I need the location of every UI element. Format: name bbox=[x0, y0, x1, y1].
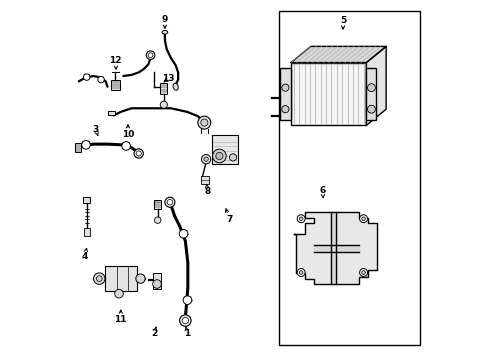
Circle shape bbox=[182, 318, 188, 324]
Circle shape bbox=[183, 296, 191, 305]
Text: 1: 1 bbox=[183, 329, 190, 338]
Circle shape bbox=[115, 289, 123, 298]
Text: 13: 13 bbox=[162, 75, 174, 84]
Text: 9: 9 bbox=[162, 15, 168, 24]
Text: 8: 8 bbox=[204, 187, 211, 196]
Circle shape bbox=[367, 84, 375, 91]
Circle shape bbox=[361, 271, 365, 274]
Circle shape bbox=[83, 74, 90, 80]
Text: 11: 11 bbox=[114, 315, 127, 324]
Text: 2: 2 bbox=[151, 329, 158, 338]
Polygon shape bbox=[290, 46, 386, 63]
Circle shape bbox=[297, 269, 305, 276]
Circle shape bbox=[229, 154, 236, 161]
Circle shape bbox=[198, 116, 210, 129]
Circle shape bbox=[148, 53, 153, 58]
Circle shape bbox=[212, 149, 226, 163]
Circle shape bbox=[94, 275, 101, 282]
Circle shape bbox=[98, 76, 104, 83]
Circle shape bbox=[146, 51, 155, 59]
Text: 12: 12 bbox=[109, 57, 122, 66]
Bar bbox=[290, 63, 366, 125]
Polygon shape bbox=[330, 212, 335, 284]
Text: 4: 4 bbox=[81, 252, 88, 261]
Circle shape bbox=[81, 140, 90, 149]
Text: 3: 3 bbox=[92, 125, 99, 134]
Circle shape bbox=[164, 197, 175, 207]
Polygon shape bbox=[293, 212, 376, 284]
Bar bbox=[211, 135, 238, 164]
Circle shape bbox=[201, 119, 207, 126]
Circle shape bbox=[281, 84, 288, 91]
Circle shape bbox=[297, 215, 305, 223]
Bar bbox=[366, 68, 376, 120]
Ellipse shape bbox=[162, 31, 167, 34]
Bar bbox=[154, 200, 161, 209]
Circle shape bbox=[281, 105, 288, 113]
Polygon shape bbox=[366, 46, 386, 125]
Circle shape bbox=[359, 269, 367, 276]
Circle shape bbox=[160, 101, 167, 108]
Circle shape bbox=[299, 271, 303, 274]
Circle shape bbox=[152, 280, 161, 288]
Circle shape bbox=[136, 274, 145, 283]
Text: 6: 6 bbox=[319, 186, 325, 195]
Circle shape bbox=[179, 315, 191, 326]
Circle shape bbox=[96, 276, 102, 282]
Bar bbox=[108, 111, 115, 116]
Circle shape bbox=[93, 273, 105, 284]
Circle shape bbox=[179, 229, 187, 238]
Circle shape bbox=[134, 149, 143, 158]
Polygon shape bbox=[314, 244, 359, 252]
Text: 7: 7 bbox=[226, 215, 232, 224]
Circle shape bbox=[136, 151, 141, 156]
Text: 5: 5 bbox=[339, 16, 346, 25]
Circle shape bbox=[154, 217, 161, 224]
Ellipse shape bbox=[173, 83, 178, 90]
Bar bbox=[104, 266, 137, 291]
Circle shape bbox=[167, 199, 172, 205]
Circle shape bbox=[215, 152, 223, 159]
Bar bbox=[279, 68, 290, 120]
Circle shape bbox=[138, 275, 144, 282]
Circle shape bbox=[203, 157, 208, 161]
Circle shape bbox=[299, 217, 303, 221]
Bar bbox=[111, 80, 120, 90]
Bar bbox=[83, 228, 89, 235]
Bar bbox=[83, 197, 90, 203]
Bar bbox=[201, 176, 208, 184]
Bar bbox=[278, 12, 419, 345]
Text: 10: 10 bbox=[122, 130, 134, 139]
Bar bbox=[153, 273, 161, 289]
Bar bbox=[160, 83, 167, 94]
Circle shape bbox=[122, 141, 130, 150]
Bar bbox=[74, 143, 81, 152]
Circle shape bbox=[359, 215, 367, 223]
Circle shape bbox=[367, 105, 375, 113]
Circle shape bbox=[361, 217, 365, 221]
Circle shape bbox=[201, 154, 210, 164]
